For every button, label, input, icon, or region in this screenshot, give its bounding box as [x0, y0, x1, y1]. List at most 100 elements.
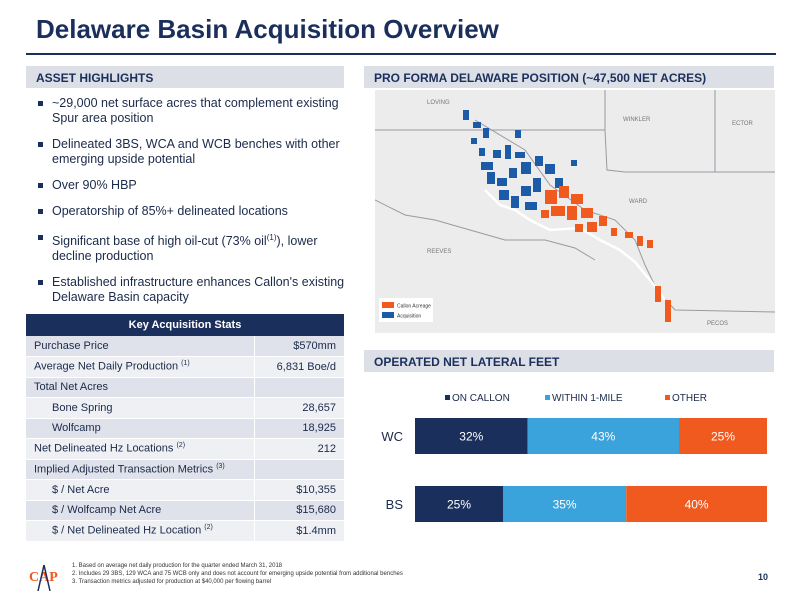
stats-value	[253, 377, 344, 398]
tract	[511, 196, 519, 208]
stats-label: $ / Wolfcamp Net Acre	[26, 500, 254, 521]
footnote-ref: (3)	[216, 462, 225, 470]
legend-label-acquisition: Acquisition	[397, 314, 421, 320]
county-label-ward: WARD	[629, 199, 648, 205]
stats-label-text: Bone Spring	[52, 401, 113, 414]
asset-highlights-heading: ASSET HIGHLIGHTS	[26, 66, 344, 88]
tract	[571, 194, 583, 204]
stats-value: 6,831 Boe/d	[253, 356, 344, 378]
tract	[559, 186, 569, 198]
category-label: BS	[386, 497, 404, 512]
legend-swatch	[545, 395, 550, 400]
tract	[541, 210, 549, 218]
stats-label: Purchase Price	[26, 336, 254, 357]
tract	[509, 168, 517, 178]
tract	[521, 186, 531, 196]
stats-label: Implied Adjusted Transaction Metrics (3)	[26, 459, 254, 480]
data-label: 25%	[447, 498, 471, 512]
stats-table-header: Key Acquisition Stats	[26, 314, 344, 336]
stats-label: Total Net Acres	[26, 377, 254, 398]
footnote: 1. Based on average net daily production…	[72, 563, 283, 569]
key-acquisition-stats-table: Key Acquisition Stats Purchase Price $570…	[26, 314, 344, 542]
footnote-ref: (1)	[266, 233, 277, 242]
asset-highlights-list: ~29,000 net surface acres that complemen…	[36, 96, 346, 316]
footnote-ref: (1)	[181, 360, 190, 368]
page-title: Delaware Basin Acquisition Overview	[36, 14, 499, 44]
tract	[479, 148, 485, 156]
lateral-feet-chart-svg: ON CALLON WITHIN 1-MILE OTHER WC 32% 43% 25% BS…	[381, 393, 767, 522]
highlight-bullet-tail: ), lower decline production	[52, 234, 318, 264]
stats-label: Wolfcamp	[26, 418, 254, 439]
county-label-reeves: REEVES	[427, 249, 451, 255]
tract	[555, 178, 563, 188]
stats-value: 18,925	[253, 418, 344, 439]
tract	[567, 206, 577, 220]
legend-label-callon: Callon Acreage	[397, 304, 431, 310]
tract	[505, 145, 511, 159]
page-number: 10	[758, 572, 769, 582]
stats-value: 28,657	[253, 397, 344, 419]
highlight-bullet: Operatorship of 85%+ delineated location…	[36, 204, 346, 219]
company-logo: CAP	[28, 563, 60, 598]
stats-label: $ / Net Acre	[26, 479, 254, 501]
stats-value: $1.4mm	[253, 520, 344, 542]
data-label: 43%	[591, 430, 615, 444]
legend-swatch-acquisition	[382, 312, 394, 318]
tract	[647, 240, 653, 248]
footnotes: 1. Based on average net daily production…	[72, 562, 403, 586]
callon-tracts	[541, 186, 671, 322]
legend-label: OTHER	[672, 393, 707, 404]
title-divider	[26, 53, 776, 55]
tract	[587, 222, 597, 232]
county-line	[604, 90, 715, 173]
footnote-ref: (2)	[176, 442, 186, 450]
tract	[493, 150, 501, 158]
tract	[473, 122, 481, 128]
legend-label: WITHIN 1-MILE	[552, 393, 623, 404]
acreage-map-svg: LOVING WINKLER ECTOR WARD REEVES PECOS	[374, 90, 776, 333]
county-label-winkler: WINKLER	[623, 117, 651, 123]
highlight-bullet: Significant base of high oil-cut (73% oi…	[36, 230, 346, 264]
stats-label: Bone Spring	[26, 397, 254, 419]
bar-segment	[415, 486, 503, 522]
county-label-pecos: PECOS	[707, 321, 728, 327]
stats-row: Average Net Daily Production (1) 6,831 Bo…	[26, 356, 344, 378]
stats-row: Net Delineated Hz Locations (2) 212	[26, 438, 344, 460]
data-label: 40%	[685, 498, 709, 512]
stats-value: 212	[253, 438, 344, 460]
highlight-bullet: Over 90% HBP	[36, 178, 346, 193]
logo-derrick-leg	[43, 564, 51, 592]
county-label-ector: ECTOR	[732, 121, 754, 127]
tract	[481, 162, 493, 170]
acquisition-tracts	[463, 110, 577, 210]
stats-label: $ / Net Delineated Hz Location (2)	[26, 520, 254, 542]
tract	[551, 206, 565, 216]
tract	[571, 160, 577, 166]
legend-label: ON CALLON	[452, 393, 510, 404]
stats-row: Wolfcamp 18,925	[26, 418, 344, 439]
footnote: 2. Includes 29 3BS, 129 WCA and 75 WCB o…	[72, 571, 403, 577]
bar-segment	[626, 486, 767, 522]
stats-label-text: Average Net Daily Production	[34, 361, 182, 374]
map-heading: PRO FORMA DELAWARE POSITION (~47,500 NET…	[364, 66, 774, 88]
stats-row: $ / Net Delineated Hz Location (2) $1.4mm	[26, 520, 344, 542]
lateral-feet-chart: ON CALLON WITHIN 1-MILE OTHER WC 32% 43% 25% BS…	[375, 380, 775, 530]
data-label: 32%	[459, 430, 483, 444]
legend-swatch	[445, 395, 450, 400]
tract	[515, 130, 521, 138]
legend-swatch	[665, 395, 670, 400]
stats-label-text: $ / Net Delineated Hz Location	[52, 525, 205, 538]
logo-letters: CAP	[29, 570, 58, 585]
tract	[625, 232, 633, 238]
stats-value: $570mm	[253, 336, 344, 357]
tract	[483, 128, 489, 138]
tract	[611, 228, 617, 236]
footnote-ref: (2)	[204, 524, 213, 532]
tract	[521, 162, 531, 174]
tract	[581, 208, 593, 218]
stats-label-text: Implied Adjusted Transaction Metrics	[34, 463, 217, 476]
county-label-loving: LOVING	[427, 100, 450, 106]
tract	[487, 172, 495, 184]
stats-value: $15,680	[253, 500, 344, 521]
stats-row: $ / Wolfcamp Net Acre $15,680	[26, 500, 344, 521]
